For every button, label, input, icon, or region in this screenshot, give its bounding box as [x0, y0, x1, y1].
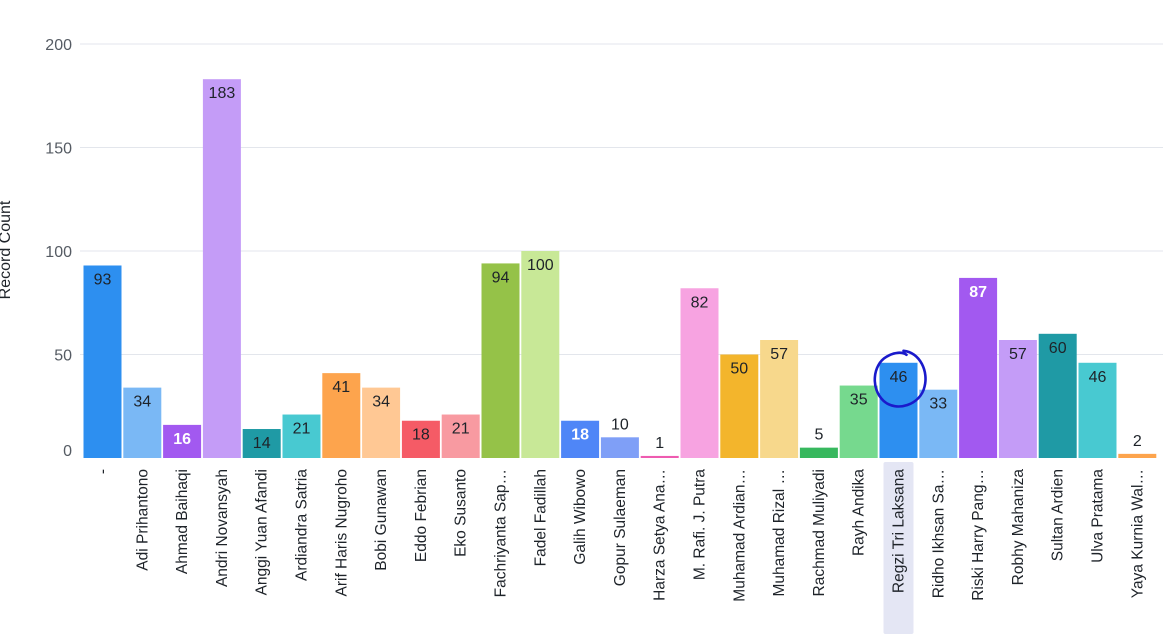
y-tick-label: 200: [45, 37, 72, 54]
bar: [521, 251, 560, 458]
x-category-label: Adi Prihantono: [134, 469, 151, 571]
bar-value-label: 10: [611, 416, 629, 433]
bar: [879, 362, 918, 458]
bar-value-label: 2: [1133, 433, 1142, 450]
x-category-label: -: [95, 469, 112, 474]
x-category-label: Ulva Pratama: [1090, 469, 1107, 563]
bar: [282, 414, 321, 458]
bar-value-label: 18: [571, 427, 589, 444]
bar-value-label: 183: [209, 85, 236, 102]
y-axis-ticks: 0 50 100 150 200: [45, 37, 72, 460]
x-category-label: Eddo Febrian: [413, 469, 430, 562]
bar: [1118, 453, 1157, 458]
bar: [441, 414, 480, 458]
annotation-layer: [873, 349, 927, 408]
x-category-label: Galih Wibowo: [572, 469, 589, 565]
gridlines: [80, 43, 1163, 355]
bar: [1078, 362, 1117, 458]
bar: [600, 437, 639, 458]
highlighted-category-band: [883, 462, 914, 634]
y-axis-title: Record Count: [0, 200, 14, 299]
highlight-layer: [883, 462, 914, 634]
x-category-label: M. Rafi. J. Putra: [692, 469, 709, 580]
x-category-label: Fadel Fadillah: [532, 469, 549, 566]
bar-value-label: 46: [1089, 369, 1107, 386]
x-category-label: Riski Harry Pang…: [970, 469, 987, 601]
bar: [362, 387, 401, 458]
x-category-label: Arif Haris Nugroho: [333, 469, 350, 597]
x-category-label: Harza Setya Ana…: [652, 469, 669, 601]
x-category-label: Robhy Mahaniza: [1010, 469, 1027, 586]
bars: [83, 79, 1157, 458]
bar: [640, 455, 679, 458]
bar: [839, 385, 878, 458]
bar-value-label: 34: [133, 394, 151, 411]
x-category-label: Rachmad Muliyadi: [811, 469, 828, 597]
bar: [242, 429, 281, 458]
bar: [83, 265, 122, 458]
bar: [322, 373, 361, 458]
bar-value-label: 5: [814, 427, 823, 444]
x-category-label: Ahmad Baihaqi: [174, 469, 191, 574]
bar: [998, 340, 1037, 458]
x-category-label: Regzi Tri Laksana: [891, 469, 908, 593]
bar: [202, 79, 241, 458]
x-category-label: Andri Novansyah: [214, 469, 231, 587]
bar-value-label: 57: [770, 346, 788, 363]
x-category-label: Sultan Ardien: [1050, 469, 1067, 561]
bar-value-label: 100: [527, 257, 554, 274]
bar-value-label: 33: [929, 396, 947, 413]
x-category-label: Gopur Sulaeman: [612, 469, 629, 586]
bar-value-label: 18: [412, 427, 430, 444]
bar: [720, 354, 759, 458]
bar-value-labels: 93 34 16 183 14 21 41 34 18 21 94 100 18 10 1 82 50 57 5 35…: [94, 85, 1142, 452]
bar: [1038, 333, 1077, 458]
bar-value-label: 94: [492, 269, 510, 286]
x-category-label: Eko Susanto: [453, 469, 470, 557]
x-category-label: Bobi Gunawan: [373, 469, 390, 571]
bar-value-label: 46: [890, 369, 908, 386]
bar-value-label: 14: [253, 435, 271, 452]
y-tick-label: 0: [63, 443, 72, 460]
bar: [919, 389, 958, 458]
bar-value-label: 41: [332, 379, 350, 396]
bar-value-label: 82: [691, 294, 709, 311]
bar-value-label: 21: [452, 421, 470, 438]
bar: [561, 420, 600, 458]
bar-value-label: 57: [1009, 346, 1027, 363]
x-category-label: Yaya Kurnia Wal…: [1129, 469, 1146, 598]
bar-value-label: 50: [730, 361, 748, 378]
x-category-label: Fachriyanta Sap…: [493, 469, 510, 597]
bar-value-label: 35: [850, 392, 868, 409]
y-tick-label: 100: [45, 244, 72, 261]
bar-value-label: 34: [372, 394, 390, 411]
bar: [401, 420, 440, 458]
bar: [959, 277, 998, 458]
x-category-label: Rayh Andika: [851, 469, 868, 556]
bar-value-label: 21: [293, 421, 311, 438]
hand-drawn-circle-annotation: [873, 349, 927, 408]
x-category-label: Muhamad Ardian…: [731, 469, 748, 602]
bar: [481, 263, 520, 458]
bar-value-label: 60: [1049, 340, 1067, 357]
bar-value-label: 87: [969, 284, 987, 301]
x-category-label: Ridho Ikhsan Sa…: [930, 469, 947, 598]
bar: [760, 340, 799, 458]
bar: [163, 424, 202, 458]
x-axis-category-labels: - Adi Prihantono Ahmad Baihaqi Andri Novans…: [95, 469, 1147, 602]
bar: [799, 447, 838, 458]
bar-value-label: 93: [94, 271, 112, 288]
y-tick-label: 150: [45, 141, 72, 158]
x-category-label: Anggi Yuan Afandi: [254, 469, 271, 595]
bar-value-label: 16: [173, 431, 191, 448]
x-category-label: Ardiandra Satria: [294, 469, 311, 581]
bar: [123, 387, 162, 458]
x-category-label: Muhamad Rizal …: [771, 469, 788, 597]
y-tick-label: 50: [54, 348, 72, 365]
bar-value-label: 1: [655, 435, 664, 452]
bar: [680, 288, 719, 458]
